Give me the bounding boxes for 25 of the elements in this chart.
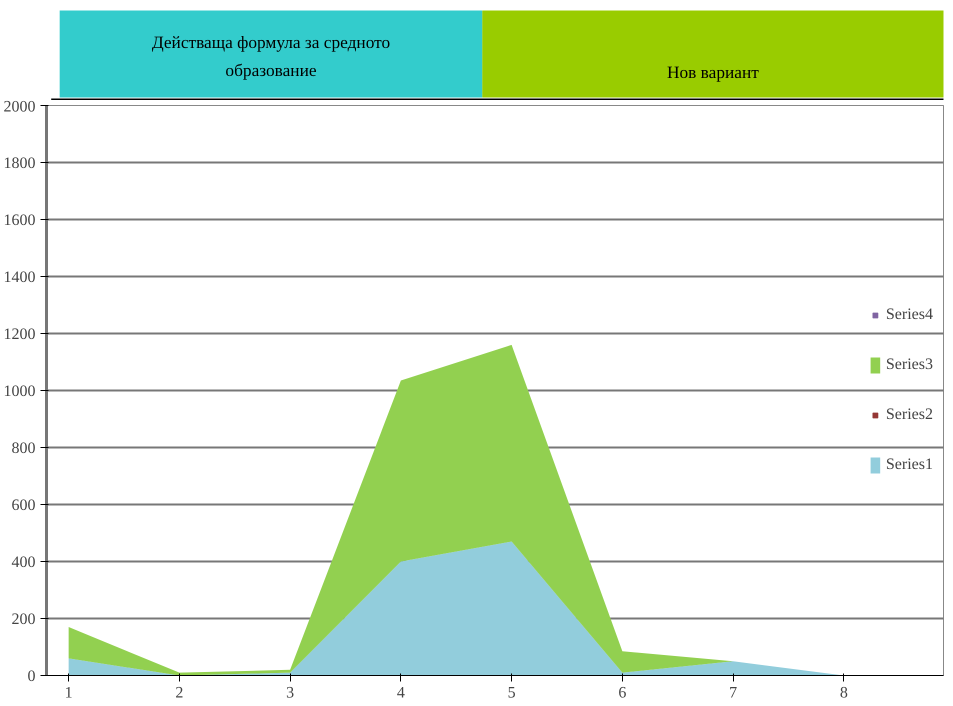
x-tick-label: 1 bbox=[64, 684, 73, 702]
x-tick-label: 6 bbox=[618, 684, 626, 702]
y-tick-label: 600 bbox=[12, 497, 36, 514]
legend-label: Series1 bbox=[886, 456, 933, 474]
legend-label: Series3 bbox=[886, 356, 933, 374]
y-tick-label: 1400 bbox=[4, 269, 36, 286]
x-tick-label: 8 bbox=[840, 684, 848, 702]
y-tick-label: 1000 bbox=[4, 383, 36, 400]
legend-label: Series4 bbox=[886, 306, 933, 324]
y-tick-label: 2000 bbox=[4, 98, 36, 116]
y-tick-label: 0 bbox=[28, 668, 36, 685]
y-tick-label: 1800 bbox=[4, 155, 36, 172]
x-tick-label: 5 bbox=[508, 684, 516, 702]
y-tick-label: 400 bbox=[12, 554, 36, 571]
y-tick-label: 800 bbox=[12, 440, 36, 457]
y-tick-label: 1200 bbox=[4, 326, 36, 343]
text: Действаща формула за средното образование bbox=[152, 33, 390, 80]
x-tick-label: 2 bbox=[175, 684, 184, 702]
text: Нов вариант bbox=[666, 63, 760, 82]
x-tick-label: 7 bbox=[729, 684, 738, 702]
legend-label: Series2 bbox=[886, 406, 933, 424]
y-tick-label: 1600 bbox=[4, 212, 36, 229]
y-tick-label: 200 bbox=[12, 611, 36, 628]
x-tick-label: 3 bbox=[286, 684, 294, 702]
x-tick-label: 4 bbox=[396, 684, 405, 702]
